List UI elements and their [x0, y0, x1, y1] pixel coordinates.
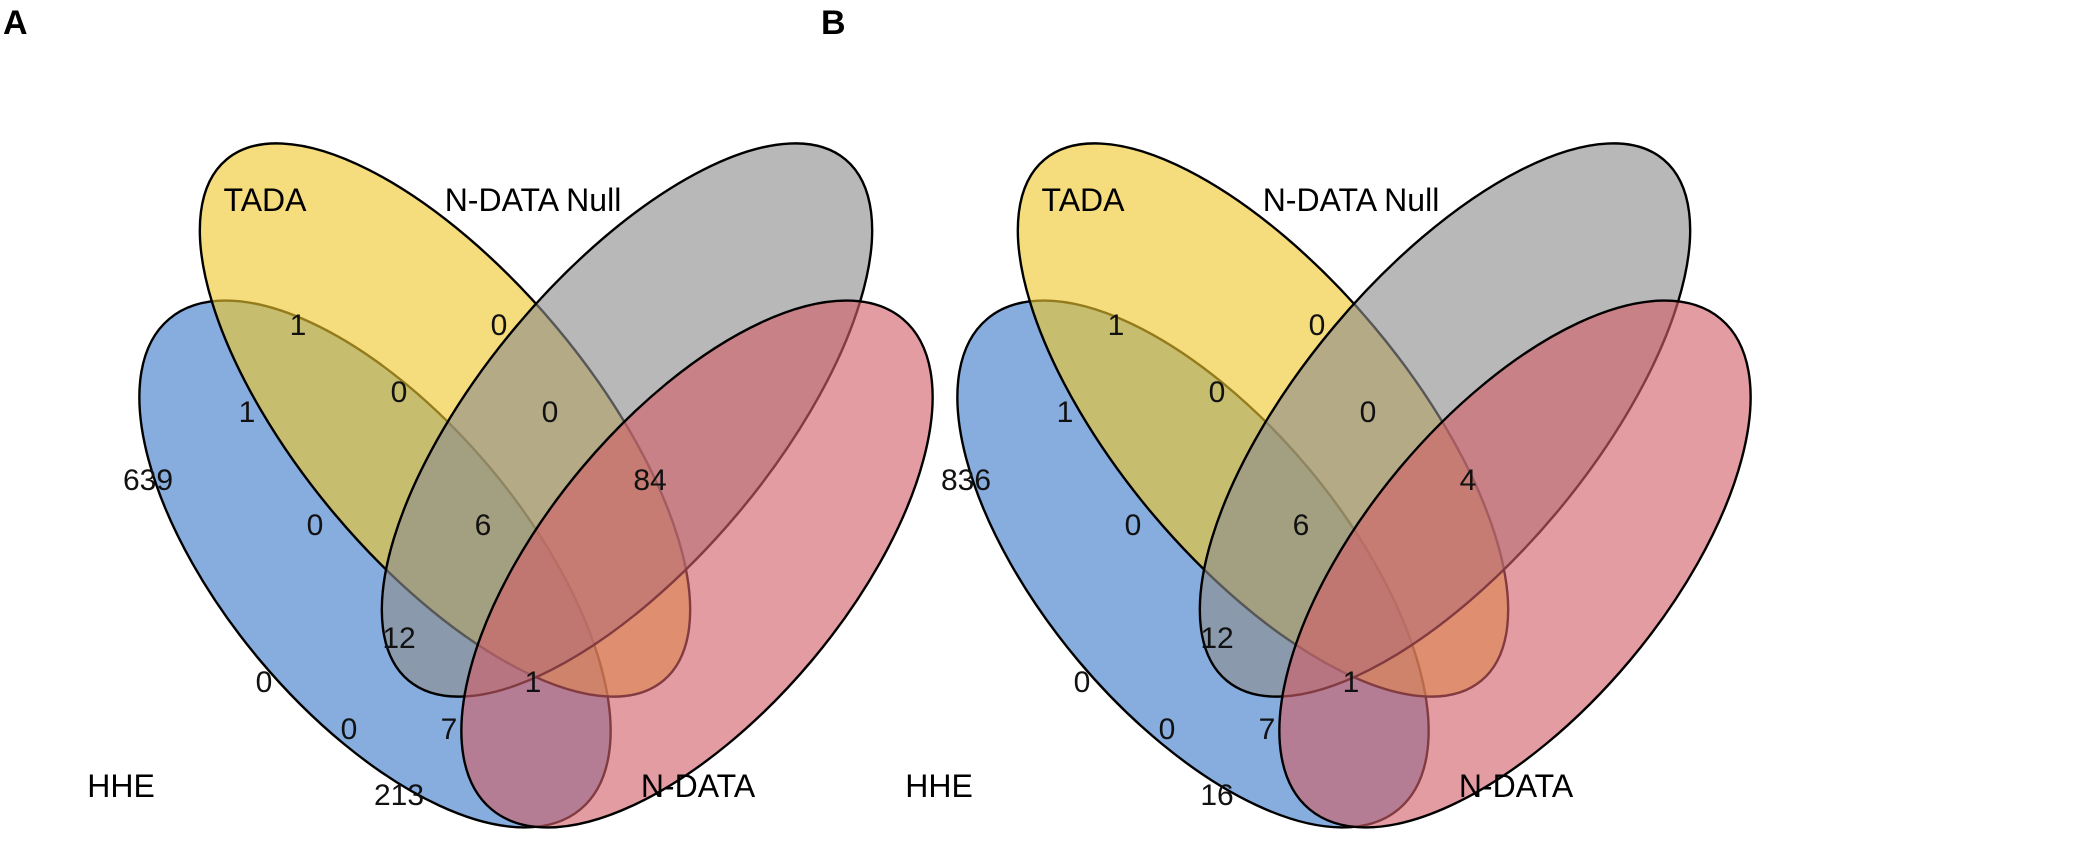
count-null-ndata: 0: [542, 396, 559, 429]
count-all: 12: [382, 622, 415, 655]
ellipses-b: [956, 142, 1752, 829]
count-tada-ndata: 1: [1343, 666, 1360, 699]
count-ndata-only: 4: [1460, 464, 1477, 497]
count-hhe-null-ndata: 0: [341, 713, 358, 746]
count-tada-null-ndata: 6: [475, 509, 492, 542]
count-tada-null: 0: [1209, 376, 1226, 409]
count-ndata-only: 84: [633, 464, 666, 497]
count-hhe-tada: 1: [1057, 396, 1074, 429]
count-tada-null-ndata: 6: [1293, 509, 1310, 542]
label-ndata-null-b: N-DATA Null: [1263, 182, 1440, 218]
label-ndata-a: N-DATA: [641, 768, 756, 804]
count-tada-only: 1: [290, 309, 307, 342]
label-ndata-null-a: N-DATA Null: [445, 182, 622, 218]
counts-b: 836 1 0 4 1 0 0 0 6 12 0 1 0 7 16: [941, 309, 1476, 812]
ellipses-a: [138, 142, 934, 829]
count-hhe-ndata: 16: [1200, 779, 1233, 812]
count-hhe-null: 0: [1074, 666, 1091, 699]
panel-b: B TADA N-DATA Null HHE N-DATA 836 1 0 4 …: [821, 4, 1752, 829]
count-hhe-null-ndata: 0: [1159, 713, 1176, 746]
label-hhe-a: HHE: [87, 768, 155, 804]
label-tada-b: TADA: [1042, 182, 1126, 218]
count-hhe-null: 0: [256, 666, 273, 699]
count-hhe-tada-null: 0: [307, 509, 324, 542]
count-hhe-only: 639: [123, 464, 173, 497]
count-hhe-only: 836: [941, 464, 991, 497]
counts-a: 639 1 0 84 1 0 0 0 6 12 0 1 0 7 213: [123, 309, 667, 812]
label-tada-a: TADA: [224, 182, 308, 218]
count-hhe-tada-ndata: 7: [1259, 713, 1276, 746]
ellipse-ndata: [460, 299, 934, 829]
ellipse-ndata: [1278, 299, 1752, 829]
count-hhe-tada-null: 0: [1125, 509, 1142, 542]
count-null-only: 0: [1309, 309, 1326, 342]
count-tada-only: 1: [1108, 309, 1125, 342]
count-null-only: 0: [491, 309, 508, 342]
panel-letter-a: A: [3, 4, 28, 42]
count-hhe-ndata: 213: [374, 779, 424, 812]
count-all: 12: [1200, 622, 1233, 655]
count-hhe-tada: 1: [239, 396, 256, 429]
count-tada-null: 0: [391, 376, 408, 409]
label-hhe-b: HHE: [905, 768, 973, 804]
count-hhe-tada-ndata: 7: [441, 713, 458, 746]
panel-a: A TADA N-DATA Null HHE N-DATA 639 1 0 84…: [3, 4, 934, 829]
count-null-ndata: 0: [1360, 396, 1377, 429]
count-tada-ndata: 1: [525, 666, 542, 699]
label-ndata-b: N-DATA: [1459, 768, 1574, 804]
panel-letter-b: B: [821, 4, 846, 42]
